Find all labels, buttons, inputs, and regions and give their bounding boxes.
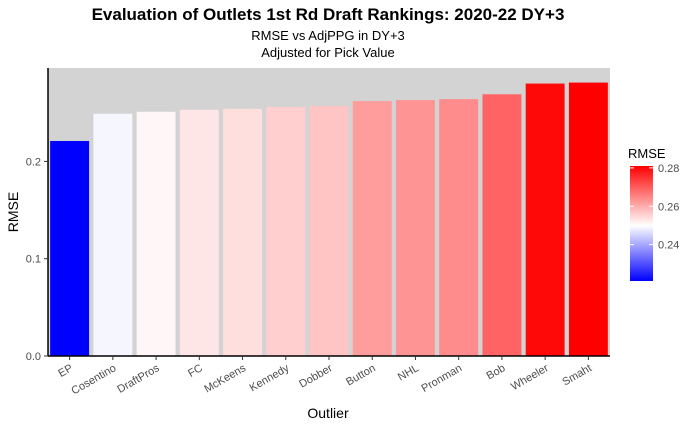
x-tick-label: DraftPros <box>115 362 162 396</box>
bar-ep <box>50 140 90 356</box>
x-tick-label: Button <box>344 362 378 388</box>
bar-cosentino <box>93 113 133 356</box>
x-tick-label: Cosentino <box>69 362 118 397</box>
chart-title: Evaluation of Outlets 1st Rd Draft Ranki… <box>92 5 565 24</box>
bar-dobber <box>309 105 349 356</box>
bar-mckeens <box>223 108 262 356</box>
x-tick-label: Wheeler <box>509 362 551 393</box>
legend-tick-label: 0.26 <box>658 201 679 213</box>
y-tick-label: 0.0 <box>26 351 41 363</box>
chart-subtitle-line-2: Adjusted for Pick Value <box>261 45 394 60</box>
bar-pronman <box>439 99 479 356</box>
bar-button <box>352 101 392 356</box>
legend-tick-label: 0.24 <box>658 240 679 252</box>
x-tick-label: NHL <box>396 362 421 383</box>
legend-title: RMSE <box>628 146 666 161</box>
x-tick-label: Dobber <box>297 362 335 391</box>
x-tick-label: Pronman <box>420 362 465 395</box>
legend-tick-label: 0.28 <box>658 163 679 175</box>
bar-draftpros <box>136 111 176 356</box>
x-axis-label: Outlier <box>307 405 349 421</box>
bar-bob <box>482 94 522 357</box>
y-axis-label: RMSE <box>5 192 21 232</box>
x-tick-label: EP <box>56 362 75 380</box>
x-tick-label: Bob <box>484 362 507 382</box>
bar-wheeler <box>525 83 565 356</box>
y-tick-label: 0.2 <box>26 156 41 168</box>
x-tick-label: McKeens <box>202 362 248 396</box>
bar-fc <box>179 109 219 357</box>
bar-kennedy <box>266 106 306 357</box>
y-tick-label: 0.1 <box>26 254 41 266</box>
bars <box>50 82 608 357</box>
legend: RMSE 0.24 0.26 0.28 <box>628 146 679 281</box>
chart-subtitle-line-1: RMSE vs AdjPPG in DY+3 <box>251 28 405 43</box>
x-tick-label: FC <box>186 362 205 380</box>
x-tick-label: Smaht <box>560 362 594 388</box>
legend-colorbar <box>630 166 653 281</box>
x-tick-label: Kennedy <box>248 362 292 394</box>
bar-smaht <box>568 82 608 356</box>
bar-nhl <box>396 100 435 356</box>
y-axis: 0.0 0.1 0.2 <box>26 68 49 363</box>
